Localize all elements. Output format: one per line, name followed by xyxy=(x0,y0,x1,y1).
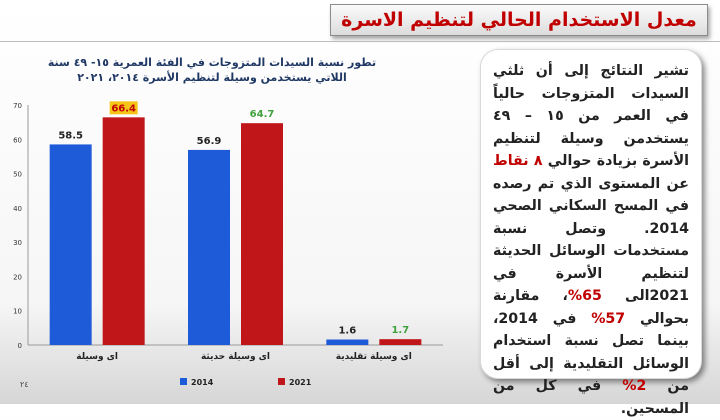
data-label: 66.4 xyxy=(111,103,136,114)
category-label: اى وسيلة حديثة xyxy=(201,352,270,362)
bar-2014-3 xyxy=(326,339,369,345)
page-number: ٢٤ xyxy=(20,380,29,389)
legend-swatch-2021 xyxy=(278,378,285,385)
bar-2021-2 xyxy=(241,123,283,345)
bar-2014-1 xyxy=(49,144,92,345)
data-label-highlight xyxy=(109,101,138,115)
y-tick-label: 70 xyxy=(13,102,22,110)
chart-title: تطور نسبة السيدات المتزوجات في الفئة الع… xyxy=(26,55,398,85)
chart-title-line-2: اللاتي يستخدمن وسيلة لتنظيم الأسرة ٢٠١٤،… xyxy=(77,71,347,84)
text-part-3: عن المستوى الذي تم رصده في المسح السكاني… xyxy=(493,175,690,305)
highlight-2-percent: 2% xyxy=(622,378,647,394)
bar-2021-1 xyxy=(102,117,145,345)
data-label: 1.7 xyxy=(391,325,409,336)
legend-swatch-2014 xyxy=(180,378,187,385)
y-tick-label: 20 xyxy=(13,273,22,281)
header-divider xyxy=(0,41,720,42)
bar-2021-3 xyxy=(379,339,422,345)
y-tick-label: 10 xyxy=(13,308,22,316)
bar-chart: 0 10 20 30 40 50 60 70 58.5 66.4 اى وسيلة 56.9 64.7 ا… xyxy=(13,101,443,387)
y-tick-label: 40 xyxy=(13,205,22,213)
y-tick-label: 0 xyxy=(18,342,22,350)
data-label: 1.6 xyxy=(338,326,356,337)
chart-title-line-1: تطور نسبة السيدات المتزوجات في الفئة الع… xyxy=(47,56,377,69)
legend-label-2014: 2014 xyxy=(191,378,214,387)
highlight-65-percent: 65% xyxy=(567,288,602,304)
data-label: 64.7 xyxy=(250,109,275,120)
findings-paragraph: تشير النتائج إلى أن ثلثي السيدات المتزوج… xyxy=(493,60,689,420)
text-part-5: ، مقارنة بحوالي xyxy=(493,288,689,327)
legend-label-2021: 2021 xyxy=(289,378,312,387)
highlight-8-points: ٨ نقاط xyxy=(493,153,543,169)
y-tick-label: 60 xyxy=(13,136,22,144)
text-part-7: في 2014، بينما تصل نسبة استخدام الوسائل … xyxy=(493,310,689,395)
bar-2014-2 xyxy=(188,149,230,345)
data-label: 56.9 xyxy=(197,136,222,147)
data-label: 58.5 xyxy=(58,130,83,141)
y-tick-label: 30 xyxy=(13,239,22,247)
findings-text-box: تشير النتائج إلى أن ثلثي السيدات المتزوج… xyxy=(480,49,702,417)
category-label: اى وسيلة xyxy=(76,352,118,362)
slide-title: معدل الاستخدام الحالي لتنظيم الاسرة xyxy=(330,4,708,36)
y-tick-label: 50 xyxy=(13,171,22,179)
highlight-57-percent: 57% xyxy=(591,310,626,327)
text-part-1: تشير النتائج إلى أن ثلثي السيدات المتزوج… xyxy=(493,63,689,169)
category-label: اى وسيلة تقليدية xyxy=(336,352,412,362)
